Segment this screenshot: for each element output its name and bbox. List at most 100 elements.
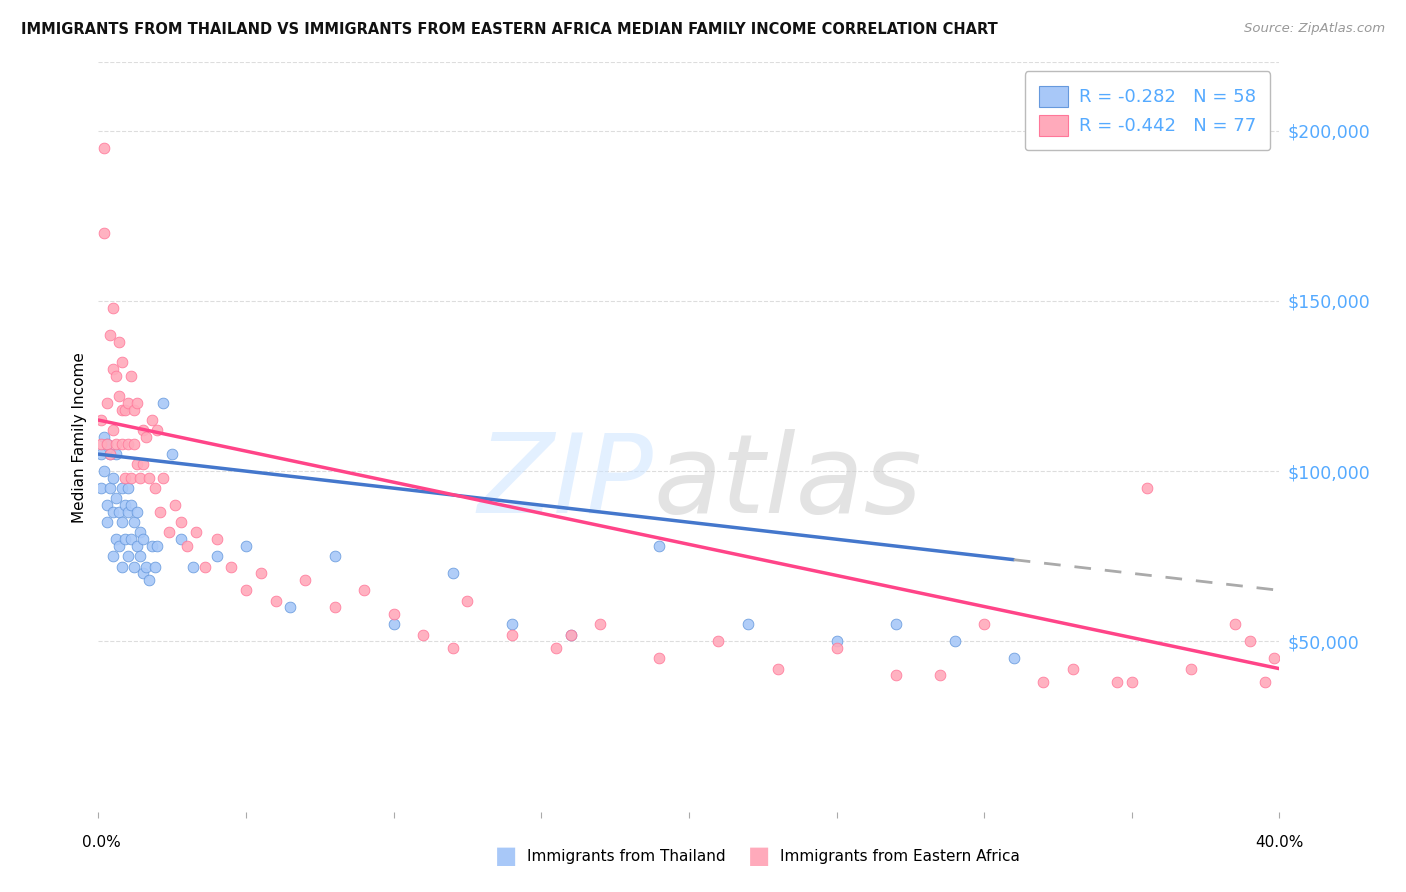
Text: ZIP: ZIP <box>478 428 654 535</box>
Point <box>928 668 950 682</box>
Point <box>132 458 155 472</box>
Text: 0.0%: 0.0% <box>82 836 121 850</box>
Point <box>264 593 287 607</box>
Point <box>120 471 142 485</box>
Point <box>111 481 134 495</box>
Point <box>501 617 523 632</box>
Point <box>132 533 155 547</box>
Point <box>162 447 183 461</box>
Point <box>152 471 174 485</box>
Point <box>117 481 139 495</box>
Point <box>117 505 139 519</box>
Point <box>170 533 193 547</box>
Point <box>766 662 789 676</box>
Point <box>648 539 671 553</box>
Point <box>132 566 155 581</box>
Point <box>157 525 180 540</box>
Point <box>125 539 148 553</box>
Point <box>114 533 136 547</box>
Point <box>1263 651 1285 665</box>
Point <box>323 600 346 615</box>
Point <box>1239 634 1261 648</box>
Point <box>98 327 121 342</box>
Point <box>135 430 157 444</box>
Point <box>128 525 150 540</box>
Point <box>412 627 434 641</box>
Point <box>181 559 204 574</box>
Point <box>120 533 142 547</box>
Point <box>128 471 150 485</box>
Point <box>152 396 174 410</box>
Point <box>135 559 157 574</box>
Point <box>250 566 273 581</box>
Point <box>143 481 166 495</box>
Point <box>560 627 582 641</box>
Point <box>96 515 118 529</box>
Point <box>108 505 131 519</box>
Point <box>707 634 730 648</box>
Point <box>117 437 139 451</box>
Point <box>93 430 115 444</box>
Text: Source: ZipAtlas.com: Source: ZipAtlas.com <box>1244 22 1385 36</box>
Point <box>114 402 136 417</box>
Point <box>546 641 568 656</box>
Point <box>149 505 172 519</box>
Point <box>353 583 375 598</box>
Point <box>278 600 302 615</box>
Point <box>98 481 121 495</box>
Point <box>120 498 142 512</box>
Point <box>170 515 193 529</box>
Point <box>122 515 145 529</box>
Text: Immigrants from Eastern Africa: Immigrants from Eastern Africa <box>780 849 1021 863</box>
Point <box>825 641 848 656</box>
Point <box>105 368 128 383</box>
Point <box>93 226 115 240</box>
Point <box>103 471 125 485</box>
Point <box>441 641 464 656</box>
Point <box>138 573 160 587</box>
Point <box>111 402 134 417</box>
Point <box>105 533 128 547</box>
Point <box>103 362 125 376</box>
Point <box>165 498 187 512</box>
Point <box>111 437 134 451</box>
Point <box>93 464 115 478</box>
Point <box>117 549 139 564</box>
Point <box>501 627 523 641</box>
Point <box>108 389 131 403</box>
Point <box>117 396 139 410</box>
Text: IMMIGRANTS FROM THAILAND VS IMMIGRANTS FROM EASTERN AFRICA MEDIAN FAMILY INCOME : IMMIGRANTS FROM THAILAND VS IMMIGRANTS F… <box>21 22 998 37</box>
Text: ■: ■ <box>495 845 517 868</box>
Legend: R = -0.282   N = 58, R = -0.442   N = 77: R = -0.282 N = 58, R = -0.442 N = 77 <box>1025 71 1271 150</box>
Point <box>90 481 112 495</box>
Point <box>943 634 966 648</box>
Point <box>176 539 198 553</box>
Point <box>138 471 160 485</box>
Point <box>108 539 131 553</box>
Point <box>125 396 148 410</box>
Point <box>973 617 995 632</box>
Point <box>323 549 346 564</box>
Point <box>141 539 163 553</box>
Point <box>1121 675 1143 690</box>
Point <box>235 583 257 598</box>
Point <box>125 505 148 519</box>
Point <box>114 498 136 512</box>
Y-axis label: Median Family Income: Median Family Income <box>72 351 87 523</box>
Point <box>219 559 242 574</box>
Point <box>128 549 150 564</box>
Point <box>825 634 848 648</box>
Point <box>1002 651 1025 665</box>
Point <box>114 471 136 485</box>
Point <box>111 515 134 529</box>
Point <box>1223 617 1246 632</box>
Point <box>90 413 112 427</box>
Text: 40.0%: 40.0% <box>1256 836 1303 850</box>
Point <box>205 533 228 547</box>
Point <box>235 539 257 553</box>
Point <box>441 566 464 581</box>
Point <box>98 447 121 461</box>
Point <box>132 423 155 437</box>
Point <box>294 573 316 587</box>
Point <box>146 423 169 437</box>
